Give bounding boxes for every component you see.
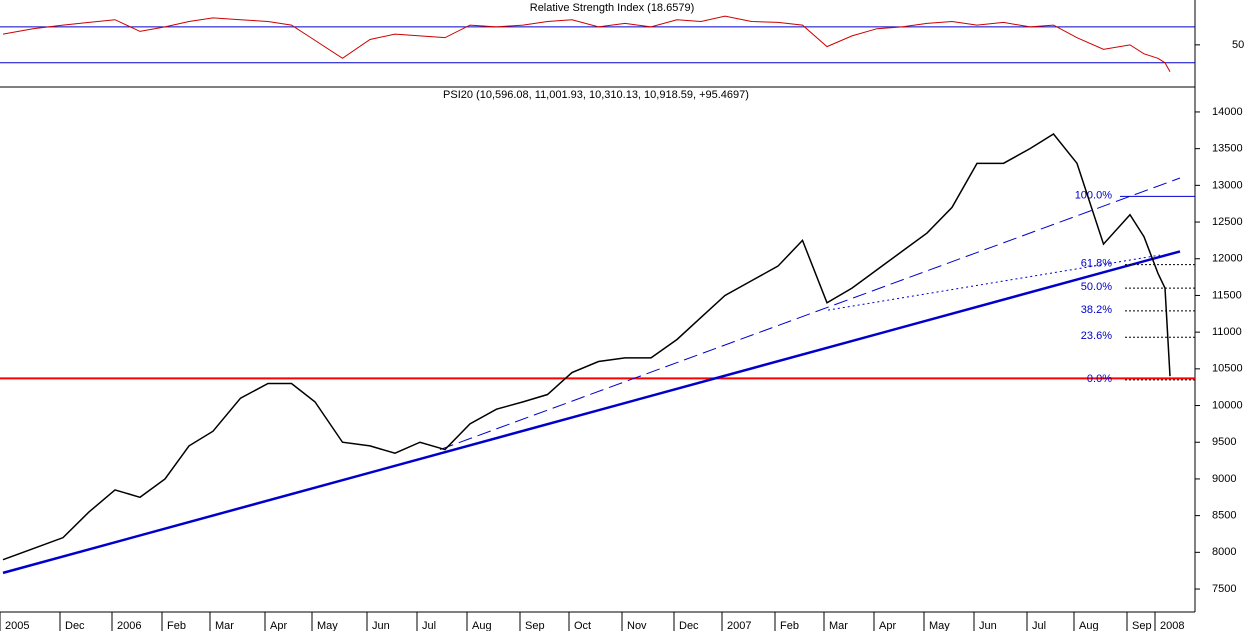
fib-label: 100.0% [1075,189,1113,201]
y-tick-label: 12500 [1212,216,1243,228]
y-tick-label: 11500 [1212,289,1242,301]
fib-label: 61.8% [1081,258,1112,270]
trendline [2,250,1181,575]
x-tick-label: Nov [627,620,647,631]
x-tick-label: 2007 [727,620,751,631]
y-tick-label: 9000 [1212,473,1236,485]
x-tick-label: May [929,620,950,631]
x-tick-label: 2005 [5,620,29,631]
price-title: PSI20 (10,596.08, 11,001.93, 10,310.13, … [443,89,749,101]
y-tick-label: 50 [1232,39,1244,51]
fib-label: 23.6% [1081,330,1112,342]
x-tick-label: Dec [65,620,85,631]
x-tick-label: Dec [679,620,699,631]
y-tick-label: 10000 [1212,399,1243,411]
x-tick-label: Aug [1079,620,1099,631]
x-tick-label: Mar [215,620,234,631]
x-tick-label: 2006 [117,620,141,631]
price-line [2,15,1171,72]
x-tick-label: Jul [422,620,436,631]
y-tick-label: 13500 [1212,143,1243,155]
x-tick-label: Oct [574,620,591,631]
y-tick-label: 10500 [1212,363,1243,375]
fib-label: 38.2% [1081,304,1112,316]
fib-label: 50.0% [1081,281,1112,293]
rsi-title: Relative Strength Index (18.6579) [530,2,695,14]
trendline [439,177,1181,451]
x-tick-label: Aug [472,620,492,631]
y-tick-label: 12000 [1212,253,1243,265]
y-tick-label: 7500 [1212,583,1236,595]
fib-label: 0.0% [1087,373,1112,385]
x-tick-label: Apr [879,620,896,631]
price-line [2,132,1171,561]
x-tick-label: Sep [1132,620,1152,631]
y-tick-label: 11000 [1212,326,1242,338]
x-tick-label: Apr [270,620,287,631]
x-tick-label: May [317,620,338,631]
y-tick-label: 8500 [1212,510,1236,522]
y-tick-label: 14000 [1212,106,1243,118]
x-tick-label: 2008 [1160,620,1184,631]
x-tick-label: Mar [829,620,848,631]
x-tick-label: Sep [525,620,545,631]
x-tick-label: Feb [780,620,799,631]
y-tick-label: 13000 [1212,179,1243,191]
x-tick-label: Jun [979,620,997,631]
x-tick-label: Jun [372,620,390,631]
y-tick-label: 9500 [1212,436,1236,448]
x-tick-label: Feb [167,620,186,631]
trendline [827,254,1161,311]
x-tick-label: Jul [1032,620,1046,631]
y-tick-label: 8000 [1212,546,1236,558]
